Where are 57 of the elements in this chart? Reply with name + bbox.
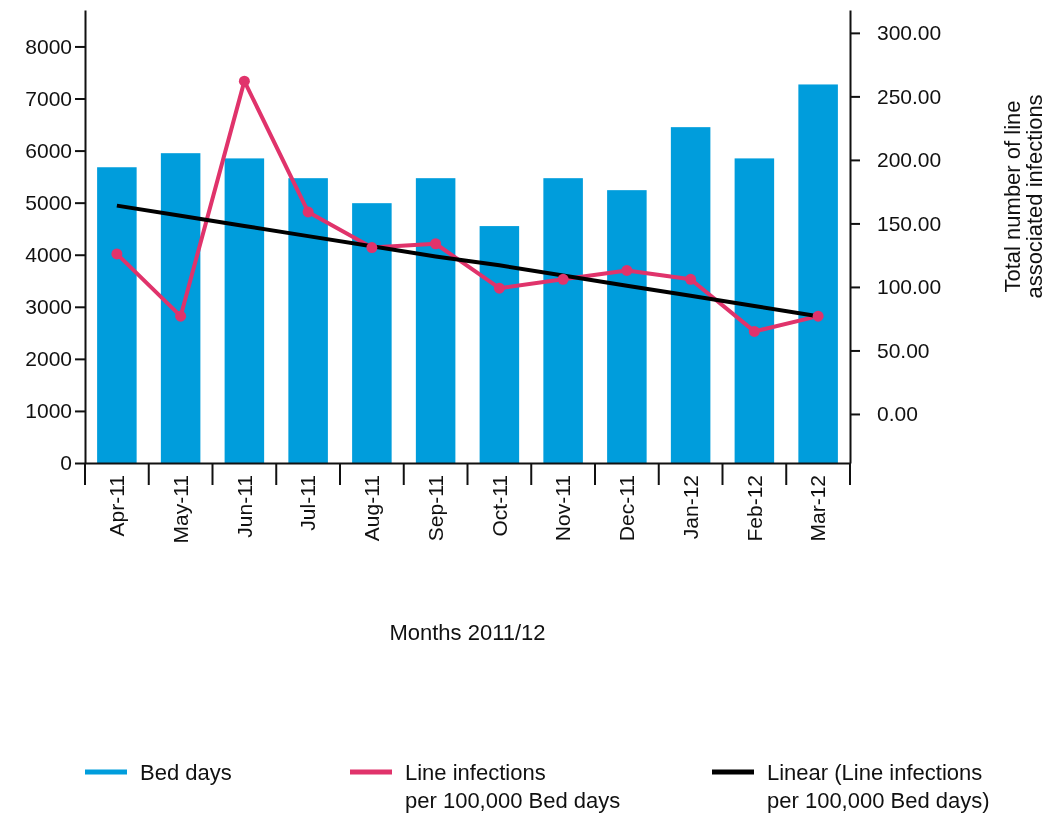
bar	[607, 190, 647, 463]
y-tick-label: 5000	[25, 190, 72, 214]
point	[366, 242, 378, 254]
legend-label: Line infections per 100,000 Bed days	[405, 760, 621, 813]
y2-tick-label: 300.00	[877, 21, 942, 45]
point	[111, 248, 123, 260]
bar	[670, 127, 711, 463]
bar	[543, 178, 583, 463]
x-tick-label: Apr-11	[105, 475, 129, 537]
legend-label: Linear (Line infections per 100,000 Bed days)	[767, 760, 990, 813]
bar	[160, 153, 201, 463]
point	[621, 264, 633, 276]
x-tick-label: Aug-11	[360, 475, 384, 542]
y2-tick-label: 250.00	[877, 84, 942, 108]
bar	[97, 167, 137, 463]
bar	[479, 226, 520, 463]
bar	[224, 158, 265, 463]
point	[493, 282, 505, 294]
point	[238, 75, 250, 87]
bar	[288, 178, 328, 463]
x-axis-title: Months 2011/12	[389, 620, 546, 645]
point	[812, 310, 824, 322]
y-tick-label: 0	[60, 451, 72, 475]
y2-tick-label: 200.00	[877, 148, 942, 172]
y-tick-label: 2000	[25, 347, 72, 371]
y-tick-label: 8000	[25, 34, 72, 58]
point	[430, 238, 442, 250]
y2-axis-title: Total number of line associated infections	[1000, 94, 1047, 299]
y2-tick-label: 0.00	[877, 402, 918, 426]
y-tick-label: 7000	[25, 86, 72, 110]
legend-label: Bed days	[140, 760, 232, 785]
bar	[352, 203, 392, 463]
y2-tick-label: 100.00	[877, 275, 942, 299]
x-tick-label: Dec-11	[615, 475, 639, 542]
x-tick-label: Oct-11	[487, 475, 511, 537]
x-tick-label: Sep-11	[423, 475, 447, 542]
y-tick-label: 1000	[25, 399, 72, 423]
x-tick-label: Jan-12	[678, 475, 702, 540]
y2-tick-label: 50.00	[877, 338, 930, 362]
bar	[798, 84, 838, 463]
x-tick-label: Mar-12	[806, 475, 830, 542]
bar	[734, 158, 775, 463]
y-tick-label: 6000	[25, 138, 72, 162]
point	[557, 273, 569, 285]
x-tick-label: Nov-11	[551, 475, 575, 542]
point	[685, 273, 697, 285]
point	[175, 310, 187, 322]
bar	[415, 178, 456, 463]
x-tick-label: Feb-12	[742, 475, 766, 542]
x-tick-label: May-11	[168, 475, 192, 544]
point	[748, 325, 760, 337]
y-tick-label: 4000	[25, 242, 72, 266]
x-tick-label: Jun-11	[232, 475, 256, 538]
y-tick-label: 3000	[25, 295, 72, 319]
x-tick-label: Jul-11	[296, 475, 320, 531]
point	[302, 206, 314, 218]
y2-tick-label: 150.00	[877, 211, 942, 235]
